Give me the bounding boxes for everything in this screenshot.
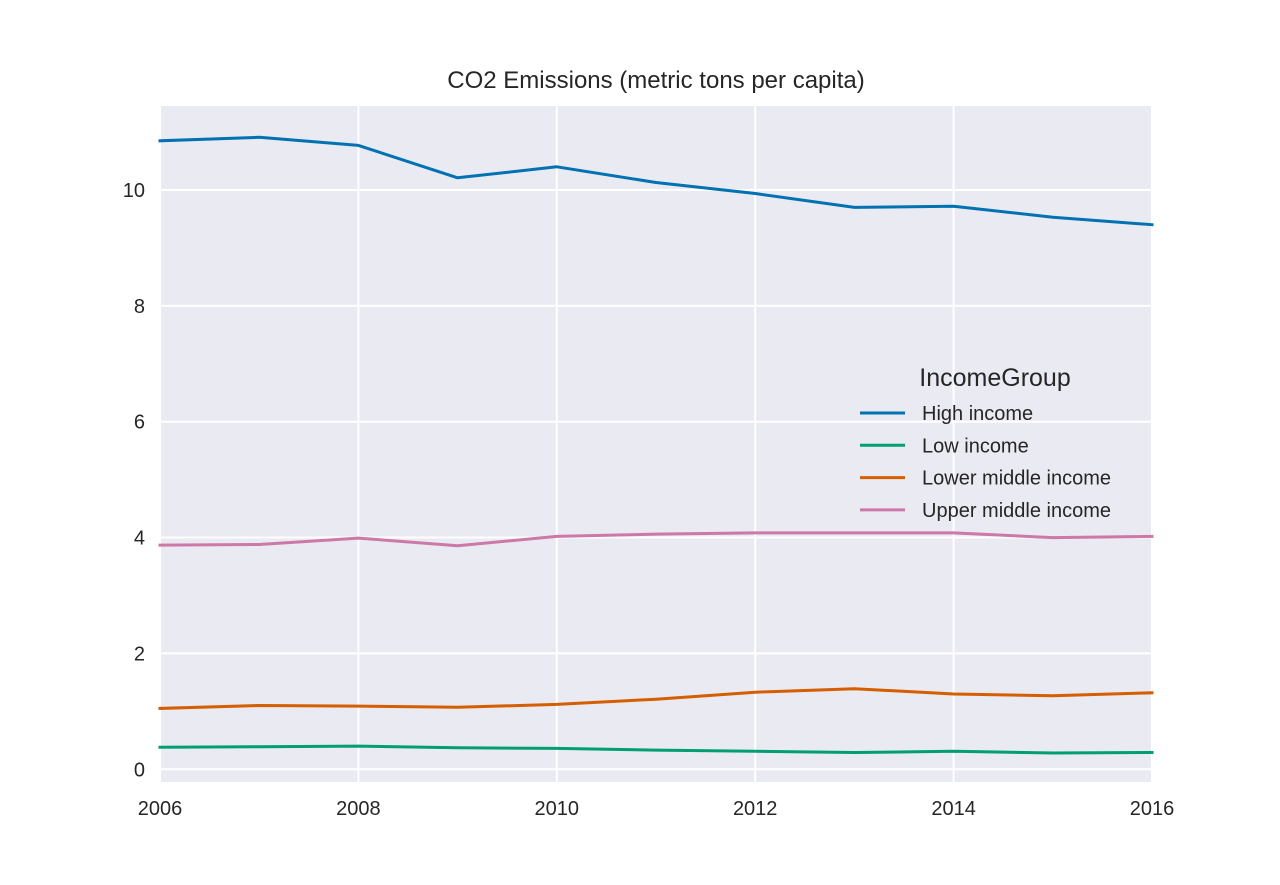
x-tick-label: 2010 — [535, 798, 580, 820]
chart-title: CO2 Emissions (metric tons per capita) — [447, 67, 864, 94]
series-line-lower-middle-income — [158, 687, 1154, 710]
series-lines — [158, 135, 1154, 755]
y-tick-label: 4 — [134, 528, 145, 550]
legend-label-lower-middle-income: Lower middle income — [922, 468, 1111, 490]
y-tick-label: 0 — [134, 759, 145, 781]
x-tick-label: 2014 — [931, 798, 976, 820]
legend-label-upper-middle-income: Upper middle income — [922, 500, 1111, 522]
grid — [159, 106, 1153, 782]
y-tick-label: 2 — [134, 643, 145, 665]
x-tick-label: 2012 — [733, 798, 778, 820]
series-line-high-income — [158, 135, 1154, 227]
x-tick-label: 2016 — [1130, 798, 1175, 820]
legend-label-high-income: High income — [922, 403, 1033, 425]
series-line-upper-middle-income — [158, 531, 1154, 548]
legend-title: IncomeGroup — [919, 364, 1070, 392]
y-tick-label: 10 — [123, 180, 145, 202]
y-tick-label: 8 — [134, 296, 145, 318]
x-tick-label: 2006 — [138, 798, 183, 820]
legend: IncomeGroup High income Low income Lower m… — [860, 364, 1111, 522]
legend-label-low-income: Low income — [922, 435, 1029, 457]
axes: 2006 2008 2010 2012 2014 2016 0 2 4 6 8 10 — [123, 180, 1175, 820]
plot-area — [160, 106, 1152, 782]
y-tick-label: 6 — [134, 412, 145, 434]
series-line-low-income — [158, 744, 1154, 755]
x-tick-label: 2008 — [336, 798, 381, 820]
